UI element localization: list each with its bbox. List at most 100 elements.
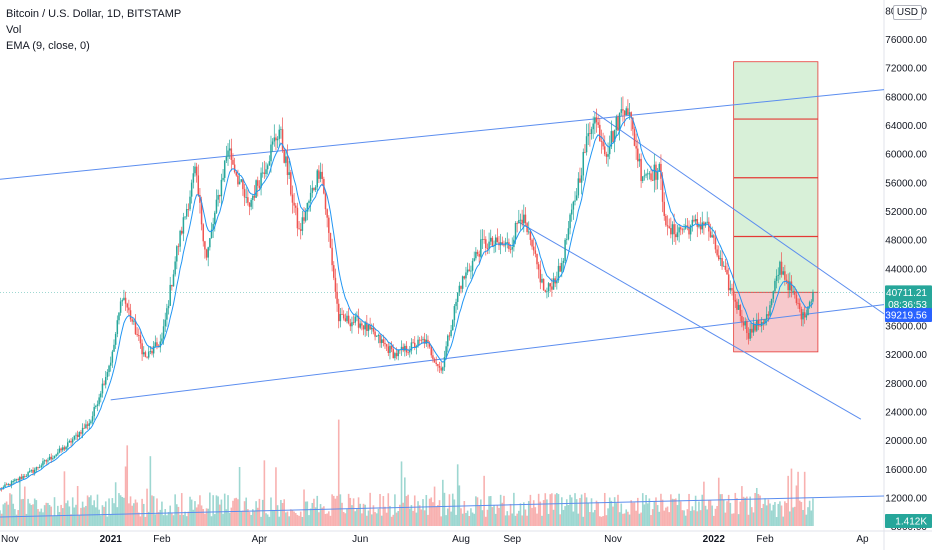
candle (632, 117, 634, 130)
candle (402, 346, 404, 351)
candle (718, 255, 720, 260)
candle (397, 349, 399, 357)
candle (795, 294, 798, 304)
upper-channel-line[interactable] (0, 89, 885, 180)
volume-bar (90, 495, 92, 526)
candle (232, 159, 234, 165)
volume-bar (792, 507, 794, 526)
volume-bar (410, 505, 413, 526)
current-price-badge-text: 40711.21 (886, 288, 927, 299)
volume-bar (539, 501, 542, 526)
volume-bar (291, 510, 294, 526)
volume-bar (765, 505, 768, 526)
candle (35, 467, 38, 470)
volume-bar (494, 513, 497, 526)
volume-bar (592, 512, 594, 526)
legend-symbol[interactable]: Bitcoin / U.S. Dollar, 1D, BITSTAMP (6, 8, 182, 20)
candle (709, 231, 712, 238)
candle (722, 265, 725, 267)
volume-bar (200, 505, 203, 526)
candle (38, 467, 41, 468)
volume-trendline[interactable] (0, 495, 885, 518)
candle (291, 194, 294, 203)
volume-bar (30, 505, 33, 526)
descending-lower-line[interactable] (518, 221, 862, 420)
volume-bar (696, 511, 699, 526)
volume-bar (281, 503, 284, 526)
time-tick-label: Feb (756, 534, 774, 545)
volume-bar (651, 509, 654, 526)
candle (471, 260, 474, 271)
candle (75, 434, 77, 436)
candle (220, 179, 223, 197)
volume-bar (4, 502, 6, 526)
volume-bar (637, 497, 639, 526)
candle (612, 131, 614, 142)
volume-bar (0, 513, 3, 526)
candle (476, 251, 479, 255)
candle (48, 456, 51, 461)
currency-label[interactable]: USD (892, 5, 922, 20)
candle (812, 292, 814, 302)
candle (693, 219, 695, 222)
line-price-badge[interactable]: 39219.56 (885, 308, 932, 322)
volume-bar (136, 502, 138, 526)
candle (374, 331, 376, 337)
volume-bar (339, 494, 342, 526)
volume-bar (273, 510, 276, 526)
volume-bar (557, 494, 560, 526)
candle (744, 321, 746, 326)
candle (309, 192, 312, 202)
candle (400, 346, 403, 350)
candle (756, 320, 758, 331)
candle (800, 309, 803, 320)
volume-bar (518, 510, 520, 526)
candle (782, 271, 784, 275)
candle (9, 483, 11, 486)
volume-bar (288, 516, 290, 526)
volume-bar (731, 513, 733, 526)
price-tick-label: 16000.00 (885, 465, 927, 476)
price-axis[interactable]: 8000.0012000.0016000.0020000.0024000.002… (885, 6, 927, 533)
volume-bar (263, 460, 266, 526)
legend-volume[interactable]: Vol (6, 24, 22, 36)
candle (635, 145, 637, 149)
volume-bar (248, 511, 251, 526)
volume-badge[interactable]: 1.412K (885, 514, 932, 528)
candle (63, 447, 66, 450)
volume-bar (513, 492, 515, 526)
candle (346, 315, 348, 322)
price-tick-label: 56000.00 (885, 178, 927, 189)
candle (539, 269, 542, 283)
candle (501, 242, 504, 245)
candle (286, 156, 289, 176)
volume-bar (137, 512, 140, 526)
volume-bar (141, 498, 143, 526)
lower-channel-line[interactable] (110, 304, 885, 401)
descending-upper-line[interactable] (592, 110, 885, 315)
candle (204, 241, 206, 250)
candle (139, 335, 142, 344)
volume-bar (635, 510, 637, 526)
candle (394, 353, 396, 359)
volume-bar (55, 515, 57, 526)
volume-bar (238, 467, 241, 526)
volume-bar (205, 508, 208, 526)
candle (428, 342, 431, 347)
candle (460, 285, 462, 289)
time-axis[interactable]: Nov 2021 Feb Apr Jun Aug Sep Nov 2022 Feb Ap (1, 534, 869, 545)
legend-ema[interactable]: EMA (9, close, 0) (6, 40, 90, 52)
volume-bar (407, 494, 409, 526)
price-tick-label: 32000.00 (885, 350, 927, 361)
candle (551, 286, 553, 290)
candle (93, 407, 95, 417)
candle (410, 342, 413, 351)
volume-bar (622, 513, 624, 526)
volume-bar (542, 500, 545, 526)
candle (96, 404, 99, 406)
volume-bar (357, 497, 360, 526)
position-target-zone[interactable] (733, 61, 819, 293)
